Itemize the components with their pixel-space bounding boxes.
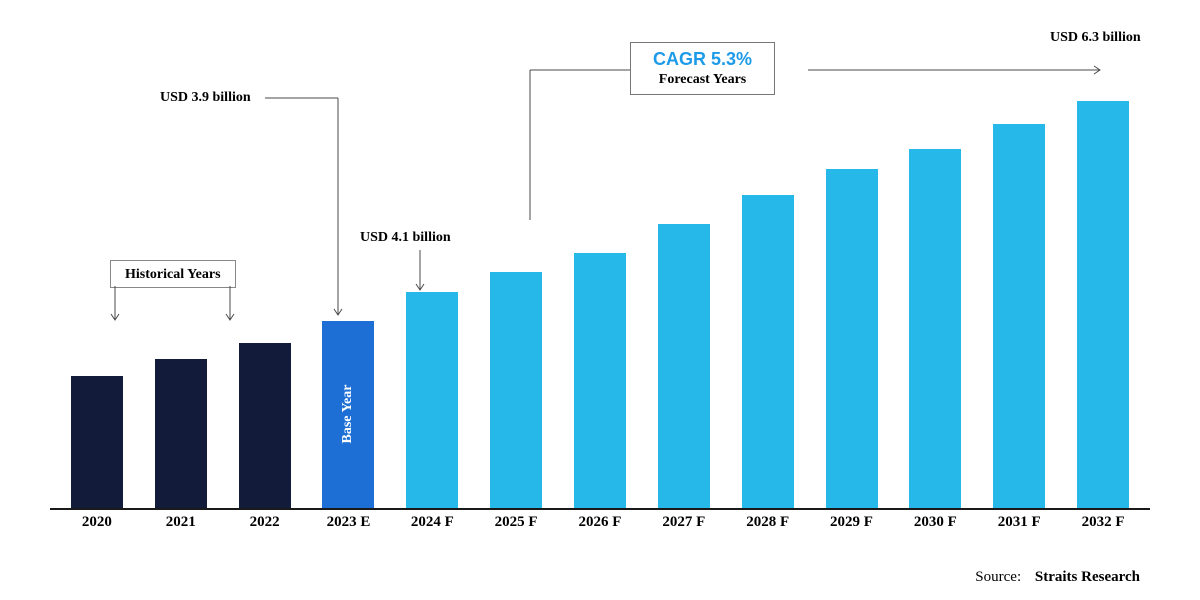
cagr-title: CAGR 5.3% bbox=[653, 49, 752, 70]
x-axis-label: 2027 F bbox=[642, 514, 726, 540]
bar bbox=[993, 124, 1045, 508]
x-axis-labels: 2020202120222023 E2024 F2025 F2026 F2027… bbox=[50, 514, 1150, 540]
bar: Base Year bbox=[322, 321, 374, 508]
cagr-subtitle: Forecast Years bbox=[653, 72, 752, 88]
bar-slot bbox=[139, 90, 223, 508]
bar bbox=[574, 253, 626, 508]
bar-slot bbox=[893, 90, 977, 508]
bar-slot: Base Year bbox=[307, 90, 391, 508]
bar bbox=[71, 376, 123, 508]
x-axis-label: 2026 F bbox=[558, 514, 642, 540]
callout-value-2032: USD 6.3 billion bbox=[1050, 30, 1141, 46]
x-axis-label: 2024 F bbox=[390, 514, 474, 540]
bar-slot bbox=[977, 90, 1061, 508]
bar bbox=[826, 169, 878, 508]
x-axis-label: 2022 bbox=[223, 514, 307, 540]
bar-slot bbox=[474, 90, 558, 508]
bar bbox=[909, 149, 961, 508]
x-axis-label: 2025 F bbox=[474, 514, 558, 540]
base-year-label: Base Year bbox=[340, 385, 356, 444]
x-axis-label: 2031 F bbox=[977, 514, 1061, 540]
bar-slot bbox=[810, 90, 894, 508]
x-axis-label: 2030 F bbox=[893, 514, 977, 540]
bar-slot bbox=[558, 90, 642, 508]
x-axis-label: 2032 F bbox=[1061, 514, 1145, 540]
bar-slot bbox=[223, 90, 307, 508]
bars-container: Base Year bbox=[50, 90, 1150, 510]
x-axis-label: 2029 F bbox=[810, 514, 894, 540]
x-axis-label: 2020 bbox=[55, 514, 139, 540]
x-axis-label: 2028 F bbox=[726, 514, 810, 540]
bar bbox=[742, 195, 794, 508]
bar-slot bbox=[642, 90, 726, 508]
bar bbox=[155, 359, 207, 508]
bar-slot bbox=[390, 90, 474, 508]
bar-slot bbox=[55, 90, 139, 508]
x-axis-label: 2023 E bbox=[307, 514, 391, 540]
source-line: Source: Straits Research bbox=[975, 569, 1140, 586]
chart-area: USD 3.9 billion USD 4.1 billion USD 6.3 … bbox=[50, 20, 1150, 540]
source-name: Straits Research bbox=[1035, 569, 1140, 585]
bar-slot bbox=[1061, 90, 1145, 508]
bar bbox=[658, 224, 710, 508]
bar bbox=[406, 292, 458, 508]
bar-slot bbox=[726, 90, 810, 508]
cagr-box: CAGR 5.3% Forecast Years bbox=[630, 42, 775, 95]
x-axis-label: 2021 bbox=[139, 514, 223, 540]
source-prefix: Source: bbox=[975, 569, 1021, 585]
bar bbox=[490, 272, 542, 508]
bar bbox=[239, 343, 291, 508]
bar bbox=[1077, 101, 1129, 508]
